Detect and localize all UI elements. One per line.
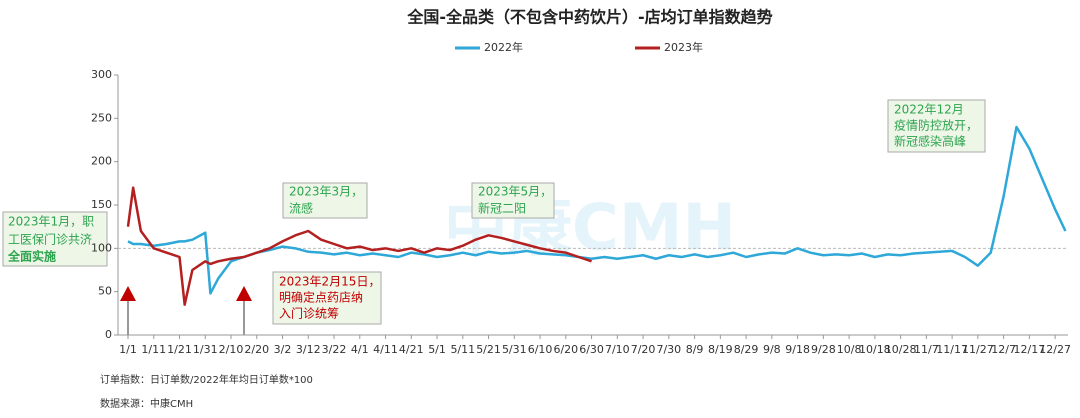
x-tick-label: 9/8 — [763, 343, 781, 356]
chart-title: 全国-全品类（不包含中药饮片）-店均订单指数趋势 — [406, 8, 772, 27]
annotation-text: 流感 — [289, 201, 313, 216]
annotations: 2023年1月，职 工医保门诊共济 全面实施 2023年3月， 流感 2023年… — [2, 99, 986, 335]
annotation-text: 新冠二阳 — [478, 201, 526, 216]
annotation-text: 2023年2月15日， — [279, 275, 380, 289]
x-tick-label: 6/20 — [553, 343, 578, 356]
x-tick-label: 1/21 — [167, 343, 192, 356]
x-tick-label: 4/1 — [351, 343, 369, 356]
annotation-box — [282, 182, 368, 219]
x-tick-label: 3/2 — [274, 343, 292, 356]
y-tick-label: 150 — [91, 198, 112, 211]
x-tick-label: 1/11 — [141, 343, 166, 356]
x-tick-label: 11/27 — [962, 343, 994, 356]
x-tick-label: 1/1 — [119, 343, 137, 356]
annotation-text: 2023年1月，职 — [8, 215, 94, 229]
x-tick-label: 8/9 — [686, 343, 704, 356]
x-tick-label: 11/17 — [936, 343, 968, 356]
annotation-text: 新冠感染高峰 — [894, 134, 966, 149]
x-tick-label: 6/10 — [528, 343, 553, 356]
legend-label: 2023年 — [664, 40, 703, 54]
x-tick-label: 3/22 — [322, 343, 347, 356]
x-tick-label: 10/18 — [859, 343, 891, 356]
x-tick-label: 1/31 — [193, 343, 218, 356]
x-tick-label: 5/31 — [502, 343, 527, 356]
x-tick-label: 7/10 — [605, 343, 630, 356]
x-tick-label: 12/17 — [1014, 343, 1046, 356]
annotation-box — [2, 211, 108, 267]
x-tick-label: 5/11 — [450, 343, 475, 356]
x-tick-label: 6/30 — [579, 343, 604, 356]
event-marker — [236, 286, 252, 301]
annotation-text: 2023年3月， — [289, 185, 363, 199]
annotation-box — [887, 99, 986, 153]
x-tick-label: 5/21 — [476, 343, 501, 356]
x-tick-label: 5/1 — [428, 343, 446, 356]
annotation-text: 入门诊统筹 — [279, 306, 339, 321]
series-line — [126, 186, 592, 306]
x-tick-label: 2/20 — [244, 343, 269, 356]
x-tick-label: 9/18 — [785, 343, 810, 356]
note: 订单指数：日订单数/2022年年均日订单数*100 — [100, 373, 313, 386]
y-tick-label: 200 — [91, 155, 112, 168]
x-tick-label: 10/28 — [885, 343, 917, 356]
x-tick-label: 12/27 — [1039, 343, 1071, 356]
x-tick-label: 2/10 — [219, 343, 244, 356]
y-tick-label: 250 — [91, 111, 112, 124]
x-tick-label: 3/12 — [296, 343, 321, 356]
x-tick-label: 4/21 — [399, 343, 424, 356]
x-tick-label: 12/7 — [991, 343, 1016, 356]
x-tick-label: 11/7 — [914, 343, 939, 356]
x-tick-label: 7/20 — [631, 343, 656, 356]
x-tick-label: 4/11 — [373, 343, 398, 356]
x-tick-label: 8/29 — [734, 343, 759, 356]
x-tick-label: 7/30 — [656, 343, 681, 356]
x-tick-label: 8/19 — [708, 343, 733, 356]
legend-label: 2022年 — [484, 40, 523, 54]
x-tick-label: 9/28 — [811, 343, 836, 356]
note: 数据来源：中康CMH — [100, 397, 193, 410]
annotation-text: 2022年12月 — [894, 103, 964, 117]
event-marker — [120, 286, 136, 301]
annotation-text: 2023年5月， — [478, 185, 552, 199]
annotation-box — [471, 182, 555, 219]
y-tick-label: 50 — [98, 285, 112, 298]
x-tick-label: 10/8 — [837, 343, 862, 356]
annotation-text: 全面实施 — [7, 249, 56, 264]
y-tick-label: 100 — [91, 241, 112, 254]
y-tick-label: 300 — [91, 68, 112, 81]
annotation-box — [272, 271, 382, 325]
annotation-text: 疫情防控放开， — [894, 118, 978, 133]
y-tick-label: 0 — [105, 328, 112, 341]
annotation-text: 明确定点药店纳 — [279, 290, 363, 305]
annotation-text: 工医保门诊共济 — [8, 232, 92, 247]
